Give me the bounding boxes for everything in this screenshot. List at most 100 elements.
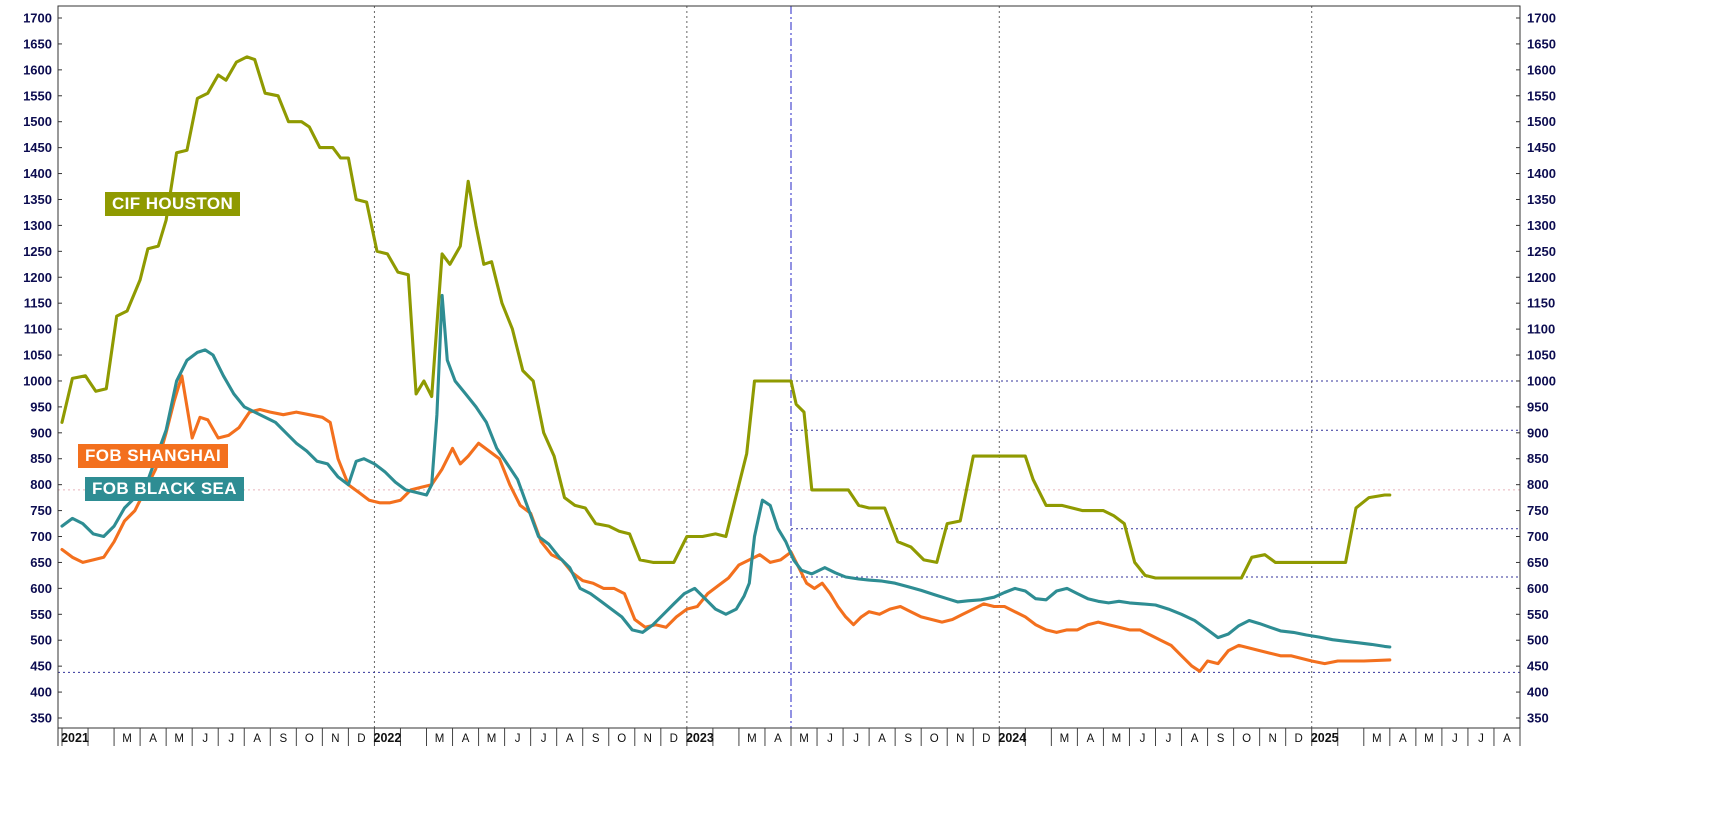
svg-text:1200: 1200 xyxy=(1527,270,1556,285)
svg-text:850: 850 xyxy=(30,451,52,466)
svg-text:M: M xyxy=(1372,733,1382,745)
svg-text:M: M xyxy=(1060,733,1070,745)
svg-text:A: A xyxy=(878,733,886,745)
svg-text:J: J xyxy=(228,733,234,745)
svg-text:J: J xyxy=(1478,733,1484,745)
y-axis-right: 350 400 450 500 550 600 650 700 750 800 850 900 950 1… xyxy=(1516,11,1556,726)
svg-text:650: 650 xyxy=(30,555,52,570)
svg-text:M: M xyxy=(174,733,184,745)
series-lines xyxy=(60,55,1392,673)
svg-text:J: J xyxy=(202,733,208,745)
svg-text:1550: 1550 xyxy=(23,88,52,103)
svg-text:450: 450 xyxy=(30,659,52,674)
series-label-fob-shanghai: FOB SHANGHAI xyxy=(78,444,229,468)
svg-text:800: 800 xyxy=(1527,477,1549,492)
svg-text:A: A xyxy=(566,733,574,745)
svg-text:A: A xyxy=(149,733,157,745)
svg-text:S: S xyxy=(592,733,600,745)
svg-text:800: 800 xyxy=(30,477,52,492)
svg-text:1300: 1300 xyxy=(1527,218,1556,233)
svg-text:A: A xyxy=(1087,733,1095,745)
series-line-fob-black-sea xyxy=(60,293,1392,649)
svg-text:N: N xyxy=(1269,733,1277,745)
svg-text:550: 550 xyxy=(1527,607,1549,622)
svg-text:J: J xyxy=(515,733,521,745)
svg-text:S: S xyxy=(1217,733,1225,745)
svg-text:J: J xyxy=(853,733,859,745)
svg-text:S: S xyxy=(279,733,287,745)
svg-text:1100: 1100 xyxy=(24,322,52,337)
svg-text:O: O xyxy=(930,733,939,745)
svg-text:J: J xyxy=(1140,733,1146,745)
year-gridlines xyxy=(373,6,1313,728)
svg-text:1600: 1600 xyxy=(23,62,52,77)
svg-text:1450: 1450 xyxy=(23,140,52,155)
svg-text:1300: 1300 xyxy=(23,218,52,233)
svg-text:1400: 1400 xyxy=(23,166,52,181)
svg-text:1350: 1350 xyxy=(1527,192,1556,207)
svg-text:2025: 2025 xyxy=(1311,731,1339,745)
svg-text:S: S xyxy=(904,733,912,745)
svg-text:950: 950 xyxy=(1527,399,1549,414)
svg-text:A: A xyxy=(462,733,470,745)
svg-text:1000: 1000 xyxy=(1527,373,1556,388)
svg-text:A: A xyxy=(1191,733,1199,745)
svg-text:N: N xyxy=(956,733,964,745)
svg-text:J: J xyxy=(541,733,547,745)
svg-text:1650: 1650 xyxy=(1527,36,1556,51)
series-line-fob-shanghai xyxy=(60,374,1392,673)
svg-text:A: A xyxy=(1399,733,1407,745)
svg-text:1700: 1700 xyxy=(23,11,52,26)
svg-text:900: 900 xyxy=(1527,425,1549,440)
svg-text:A: A xyxy=(774,733,782,745)
svg-text:M: M xyxy=(1424,733,1434,745)
svg-text:850: 850 xyxy=(1527,451,1549,466)
series-label-cif-houston: CIF HOUSTON xyxy=(105,192,241,216)
svg-text:J: J xyxy=(1452,733,1458,745)
series-line-cif-houston xyxy=(60,55,1392,580)
svg-text:900: 900 xyxy=(30,425,52,440)
svg-text:1200: 1200 xyxy=(23,270,52,285)
svg-text:O: O xyxy=(1242,733,1251,745)
svg-text:1350: 1350 xyxy=(23,192,52,207)
svg-text:1050: 1050 xyxy=(23,348,52,363)
svg-text:1050: 1050 xyxy=(1527,348,1556,363)
svg-text:700: 700 xyxy=(30,529,52,544)
svg-text:1150: 1150 xyxy=(1527,296,1555,311)
svg-text:2022: 2022 xyxy=(374,731,402,745)
svg-text:N: N xyxy=(644,733,652,745)
svg-text:1650: 1650 xyxy=(23,36,52,51)
svg-text:1500: 1500 xyxy=(1527,114,1556,129)
svg-text:950: 950 xyxy=(30,399,52,414)
svg-text:650: 650 xyxy=(1527,555,1549,570)
svg-text:D: D xyxy=(982,733,990,745)
svg-text:A: A xyxy=(1503,733,1511,745)
svg-text:1250: 1250 xyxy=(23,244,52,259)
svg-text:1400: 1400 xyxy=(1527,166,1556,181)
svg-text:750: 750 xyxy=(30,503,52,518)
svg-text:500: 500 xyxy=(1527,633,1549,648)
y-axis-left: 350 400 450 500 550 600 650 700 750 800 850 900 950 1… xyxy=(23,11,62,726)
svg-text:A: A xyxy=(253,733,261,745)
svg-text:M: M xyxy=(487,733,497,745)
svg-text:J: J xyxy=(1166,733,1172,745)
svg-text:M: M xyxy=(747,733,757,745)
svg-text:450: 450 xyxy=(1527,659,1549,674)
svg-text:J: J xyxy=(827,733,833,745)
svg-text:D: D xyxy=(1295,733,1303,745)
svg-text:600: 600 xyxy=(30,581,52,596)
svg-text:350: 350 xyxy=(30,711,52,726)
svg-text:2024: 2024 xyxy=(998,731,1026,745)
svg-text:400: 400 xyxy=(1527,685,1549,700)
svg-text:N: N xyxy=(331,733,339,745)
reference-lines xyxy=(58,380,1520,673)
svg-text:700: 700 xyxy=(1527,529,1549,544)
svg-text:M: M xyxy=(435,733,445,745)
svg-text:550: 550 xyxy=(30,607,52,622)
svg-text:1000: 1000 xyxy=(23,373,52,388)
svg-text:O: O xyxy=(617,733,626,745)
svg-text:D: D xyxy=(670,733,678,745)
svg-text:350: 350 xyxy=(1527,711,1549,726)
svg-text:600: 600 xyxy=(1527,581,1549,596)
